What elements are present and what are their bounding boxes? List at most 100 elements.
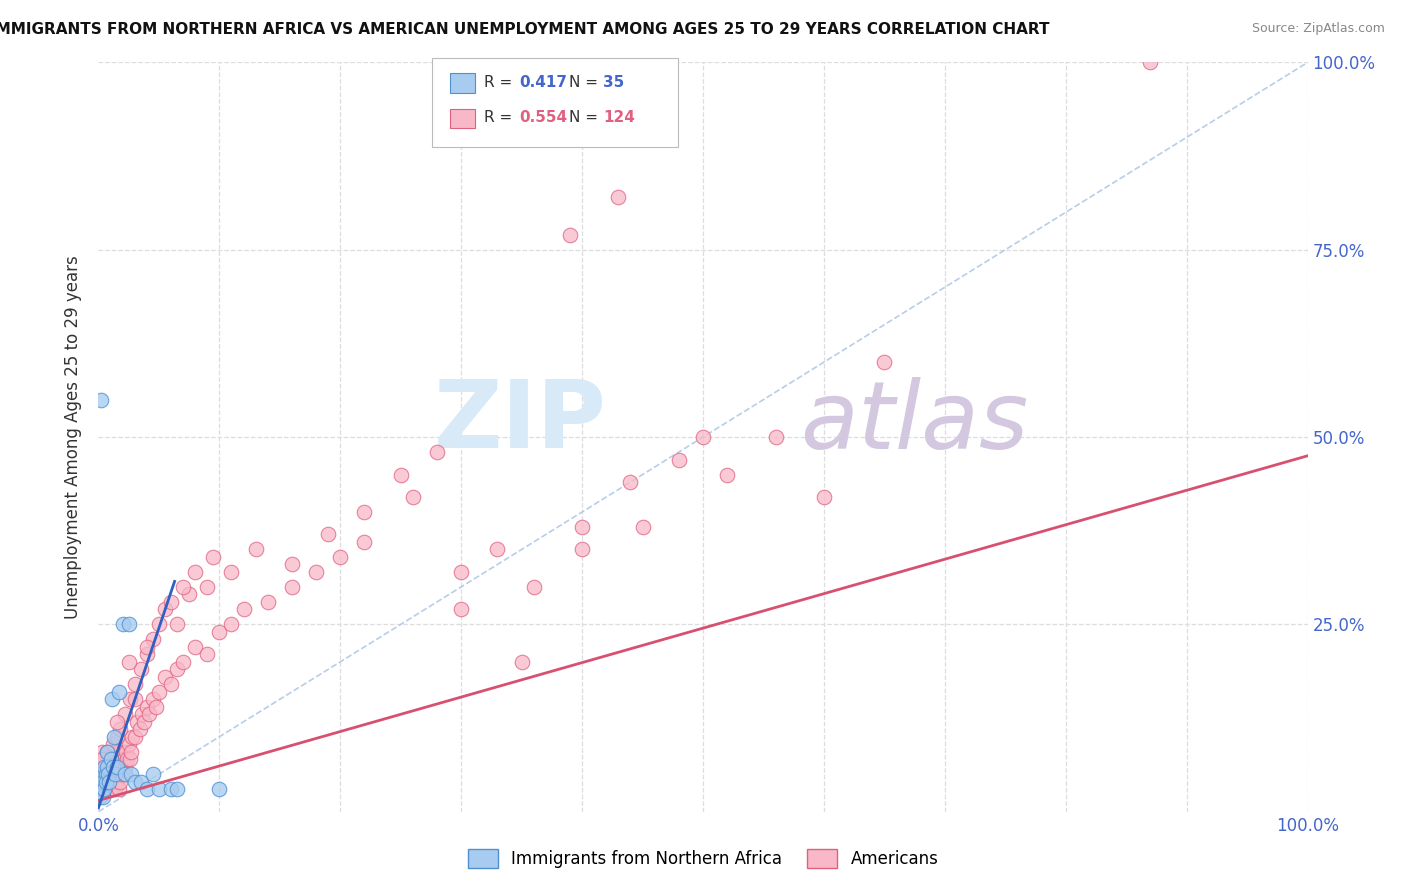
Legend: Immigrants from Northern Africa, Americans: Immigrants from Northern Africa, America…: [461, 842, 945, 874]
Point: [221, 617, 243, 632]
Point: [558, 227, 581, 242]
Point: [128, 723, 150, 737]
Text: IMMIGRANTS FROM NORTHERN AFRICA VS AMERICAN UNEMPLOYMENT AMONG AGES 25 TO 29 YEA: IMMIGRANTS FROM NORTHERN AFRICA VS AMERI…: [0, 22, 1050, 37]
Point: [108, 745, 131, 759]
Point: [148, 617, 170, 632]
Point: [108, 774, 131, 789]
Point: [90, 767, 112, 781]
Point: [93, 752, 115, 766]
Point: [100, 760, 122, 774]
Point: [131, 707, 153, 722]
Point: [105, 760, 128, 774]
Point: [93, 767, 115, 781]
Point: [91, 767, 114, 781]
Point: [389, 467, 412, 482]
Point: [184, 565, 207, 579]
Point: [305, 565, 328, 579]
Point: [160, 677, 183, 691]
Point: [166, 617, 188, 632]
Point: [607, 190, 630, 204]
Point: [120, 767, 142, 781]
Point: [118, 737, 141, 751]
Point: [94, 774, 117, 789]
Point: [96, 767, 118, 781]
Point: [450, 602, 472, 616]
Point: [631, 520, 654, 534]
Point: [114, 767, 136, 781]
Point: [127, 714, 149, 729]
Point: [172, 655, 194, 669]
Point: [619, 475, 641, 489]
Point: [118, 655, 141, 669]
Point: [195, 648, 218, 662]
Point: [100, 767, 122, 781]
Point: [94, 774, 117, 789]
Point: [96, 745, 118, 759]
Point: [135, 699, 157, 714]
Point: [118, 692, 141, 706]
Point: [101, 752, 124, 766]
Point: [105, 760, 128, 774]
Point: [129, 774, 152, 789]
Point: [91, 782, 114, 797]
Point: [90, 774, 112, 789]
Point: [256, 595, 278, 609]
Point: [281, 580, 304, 594]
Point: [108, 782, 131, 797]
Point: [93, 782, 115, 797]
Point: [571, 542, 593, 557]
Point: [103, 730, 125, 744]
Point: [93, 782, 115, 797]
Point: [571, 520, 593, 534]
Point: [96, 745, 118, 759]
Point: [195, 580, 218, 594]
Point: [145, 699, 167, 714]
Point: [91, 767, 114, 781]
Point: [98, 774, 121, 789]
Point: [91, 745, 114, 759]
Point: [873, 355, 896, 369]
Point: [765, 430, 787, 444]
Point: [115, 745, 138, 759]
Point: [692, 430, 714, 444]
Point: [117, 752, 139, 766]
Point: [100, 692, 122, 706]
Point: [179, 587, 201, 601]
Point: [103, 745, 125, 759]
Point: [166, 662, 188, 676]
Point: [202, 549, 225, 564]
Point: [124, 730, 146, 744]
Point: [100, 760, 122, 774]
Text: R =: R =: [484, 75, 517, 89]
Point: [90, 782, 112, 797]
Point: [1139, 55, 1161, 70]
Point: [353, 535, 375, 549]
Point: [111, 767, 134, 781]
Point: [148, 685, 170, 699]
Point: [135, 648, 157, 662]
Point: [107, 752, 129, 766]
Point: [96, 760, 118, 774]
Point: [108, 685, 131, 699]
Point: [105, 730, 128, 744]
Point: [160, 782, 183, 797]
Point: [104, 767, 127, 781]
Point: [89, 789, 111, 804]
Point: [523, 580, 546, 594]
Point: [813, 490, 835, 504]
Point: [208, 782, 231, 797]
Point: [90, 774, 112, 789]
Point: [111, 745, 134, 759]
Point: [153, 670, 176, 684]
Point: [232, 602, 254, 616]
Point: [105, 714, 128, 729]
Point: [100, 752, 122, 766]
Point: [138, 707, 160, 722]
Point: [97, 774, 120, 789]
Point: [105, 774, 128, 789]
Text: 35: 35: [603, 75, 624, 89]
Point: [91, 782, 114, 797]
Text: N =: N =: [569, 111, 603, 125]
Point: [108, 723, 131, 737]
Point: [97, 767, 120, 781]
